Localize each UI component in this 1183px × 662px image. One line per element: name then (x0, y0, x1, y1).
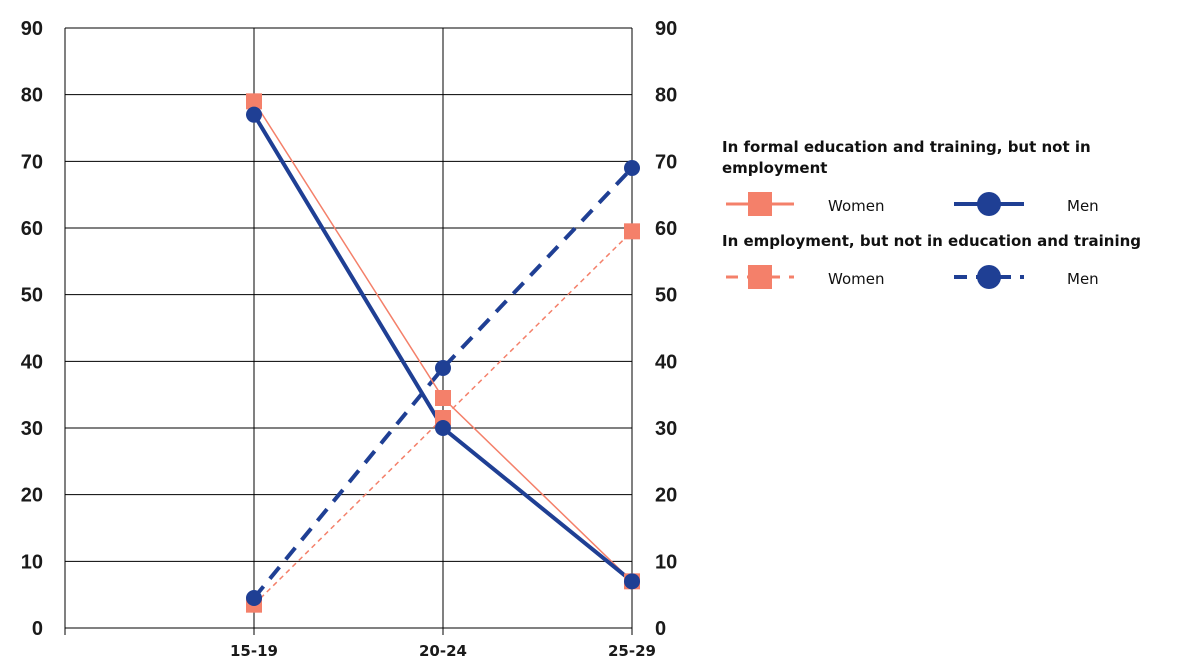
data-point-men-dashed (246, 590, 262, 606)
y-tick-label-left: 70 (21, 151, 43, 173)
data-point-women-solid (435, 390, 451, 406)
legend-group2-title: In employment, but not in education and … (722, 232, 1141, 250)
legend-women-dashed-symbol (726, 265, 794, 289)
y-tick-label-left: 30 (21, 418, 43, 440)
y-tick-label-left: 40 (21, 351, 43, 373)
legend-row-education: Women Men (722, 179, 1182, 231)
y-tick-label-left: 90 (21, 18, 43, 40)
series-layer (246, 93, 640, 613)
legend: In formal education and training, but no… (722, 137, 1182, 304)
y-tick-label-left: 0 (32, 618, 43, 640)
x-tick-label: 20-24 (419, 642, 467, 660)
legend-men-dashed-symbol (954, 265, 1024, 289)
y-tick-label-right: 60 (655, 218, 677, 240)
gridlines (64, 27, 633, 635)
y-tick-label-left: 20 (21, 485, 43, 507)
y-tick-label-right: 0 (655, 618, 666, 640)
legend-group1-title: In formal education and training, but no… (722, 138, 1091, 177)
legend-row-employment: Women Men (722, 252, 1182, 304)
y-tick-label-left: 80 (21, 85, 43, 107)
legend-men-label: Men (1067, 197, 1099, 215)
data-point-women-solid (246, 93, 262, 110)
x-tick-label: 25-29 (608, 642, 656, 660)
y-tick-label-left: 50 (21, 285, 43, 307)
y-tick-label-left: 60 (21, 218, 43, 240)
legend-women-label: Women (828, 270, 885, 288)
y-axis-left: 0 10 20 30 40 50 60 70 80 90 (21, 18, 43, 640)
y-tick-label-left: 10 (21, 551, 43, 573)
x-tick-label: 15-19 (230, 642, 278, 660)
data-point-men-solid (246, 106, 262, 123)
y-tick-label-right: 90 (655, 18, 677, 40)
y-tick-label-right: 40 (655, 351, 677, 373)
y-tick-label-right: 30 (655, 418, 677, 440)
y-tick-label-right: 50 (655, 285, 677, 307)
data-point-men-solid (435, 420, 451, 436)
series-line-men-dashed (252, 166, 634, 600)
data-point-men-dashed (435, 360, 451, 376)
data-point-men-solid (624, 573, 640, 590)
y-tick-label-right: 10 (655, 551, 677, 573)
y-tick-label-right: 80 (655, 85, 677, 107)
legend-women-solid-symbol (726, 192, 794, 216)
x-axis: 15-19 20-24 25-29 (230, 642, 656, 660)
y-axis-right: 0 10 20 30 40 50 60 70 80 90 (655, 18, 677, 640)
data-point-women-dashed (624, 223, 640, 240)
data-point-men-dashed (624, 160, 640, 176)
y-tick-label-right: 70 (655, 151, 677, 173)
legend-men-solid-symbol (954, 192, 1024, 216)
legend-women-label: Women (828, 197, 885, 215)
legend-men-label: Men (1067, 270, 1099, 288)
y-tick-label-right: 20 (655, 485, 677, 507)
